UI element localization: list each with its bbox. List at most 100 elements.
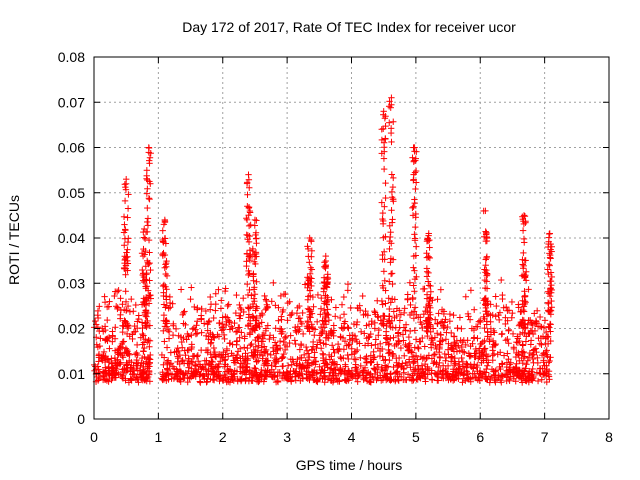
data-point bbox=[308, 266, 316, 273]
data-point bbox=[252, 336, 259, 344]
data-point bbox=[137, 362, 144, 369]
data-point bbox=[92, 363, 99, 370]
data-point bbox=[266, 335, 273, 343]
data-point bbox=[520, 308, 528, 315]
data-point bbox=[489, 337, 497, 345]
data-point bbox=[442, 336, 450, 343]
data-point bbox=[475, 347, 483, 355]
data-point bbox=[506, 377, 513, 384]
data-point bbox=[375, 326, 382, 334]
data-point bbox=[222, 285, 229, 292]
data-point bbox=[425, 314, 432, 321]
data-point bbox=[431, 350, 439, 358]
data-point bbox=[159, 252, 167, 259]
data-point bbox=[220, 377, 227, 384]
data-point bbox=[366, 378, 374, 385]
data-point bbox=[492, 293, 499, 300]
data-point bbox=[444, 362, 452, 370]
data-point bbox=[295, 328, 302, 335]
data-point bbox=[176, 360, 183, 368]
data-point bbox=[320, 324, 328, 331]
data-point bbox=[398, 363, 405, 371]
data-point bbox=[160, 289, 167, 296]
data-point bbox=[374, 297, 381, 304]
data-point bbox=[478, 351, 485, 358]
data-point bbox=[493, 302, 500, 310]
data-point bbox=[521, 320, 528, 328]
data-point bbox=[509, 309, 516, 317]
data-point bbox=[253, 305, 261, 312]
data-point bbox=[350, 355, 358, 363]
data-point bbox=[432, 370, 440, 378]
data-point bbox=[379, 215, 386, 223]
data-point bbox=[442, 354, 450, 362]
data-point bbox=[122, 175, 130, 183]
data-point bbox=[124, 214, 131, 221]
data-point bbox=[428, 355, 436, 362]
data-point bbox=[247, 252, 254, 259]
data-point bbox=[146, 154, 154, 161]
data-point bbox=[136, 367, 144, 374]
data-point bbox=[336, 377, 343, 384]
data-point bbox=[208, 358, 215, 365]
data-point bbox=[139, 324, 146, 332]
data-point bbox=[505, 326, 512, 334]
data-point bbox=[268, 298, 275, 305]
data-point bbox=[401, 376, 409, 383]
data-point bbox=[311, 326, 319, 333]
data-point bbox=[487, 301, 494, 308]
data-point bbox=[212, 307, 219, 314]
data-point bbox=[495, 316, 503, 324]
data-point bbox=[408, 349, 416, 356]
data-point bbox=[146, 322, 154, 329]
data-point bbox=[190, 368, 197, 375]
data-point bbox=[548, 304, 555, 311]
data-point bbox=[438, 306, 446, 313]
data-point bbox=[354, 378, 361, 385]
data-point bbox=[111, 347, 119, 354]
data-point bbox=[390, 350, 397, 358]
data-point bbox=[236, 315, 244, 322]
data-point bbox=[546, 254, 554, 261]
data-point bbox=[141, 353, 148, 361]
data-point bbox=[379, 256, 386, 263]
data-point bbox=[247, 341, 254, 349]
data-point bbox=[529, 355, 537, 363]
data-point bbox=[209, 331, 216, 338]
data-point bbox=[410, 353, 418, 360]
data-point bbox=[236, 334, 243, 341]
data-point bbox=[484, 271, 491, 279]
data-point bbox=[346, 341, 353, 348]
data-point bbox=[411, 288, 418, 295]
data-point bbox=[404, 371, 412, 378]
data-point bbox=[242, 371, 250, 378]
data-point bbox=[387, 125, 395, 132]
data-point bbox=[453, 348, 461, 355]
data-point bbox=[118, 344, 126, 351]
data-point bbox=[524, 370, 532, 378]
data-point bbox=[412, 210, 419, 218]
data-point bbox=[410, 282, 417, 289]
data-point bbox=[380, 155, 388, 162]
data-point bbox=[361, 375, 369, 382]
data-point bbox=[124, 253, 131, 260]
data-point bbox=[354, 346, 361, 354]
data-point bbox=[288, 378, 295, 385]
data-point bbox=[432, 316, 439, 323]
data-point bbox=[123, 249, 130, 256]
data-point bbox=[267, 351, 274, 359]
data-point bbox=[115, 287, 122, 294]
data-point bbox=[296, 326, 303, 334]
data-point bbox=[442, 357, 449, 364]
data-point bbox=[231, 319, 238, 327]
data-point bbox=[486, 379, 493, 386]
data-point bbox=[345, 355, 352, 363]
data-point bbox=[138, 359, 145, 366]
data-point bbox=[496, 309, 504, 316]
data-point bbox=[174, 344, 181, 352]
data-point bbox=[437, 286, 445, 293]
data-point bbox=[531, 310, 538, 317]
data-point bbox=[245, 253, 253, 260]
data-point bbox=[423, 318, 431, 325]
data-point bbox=[165, 328, 173, 335]
